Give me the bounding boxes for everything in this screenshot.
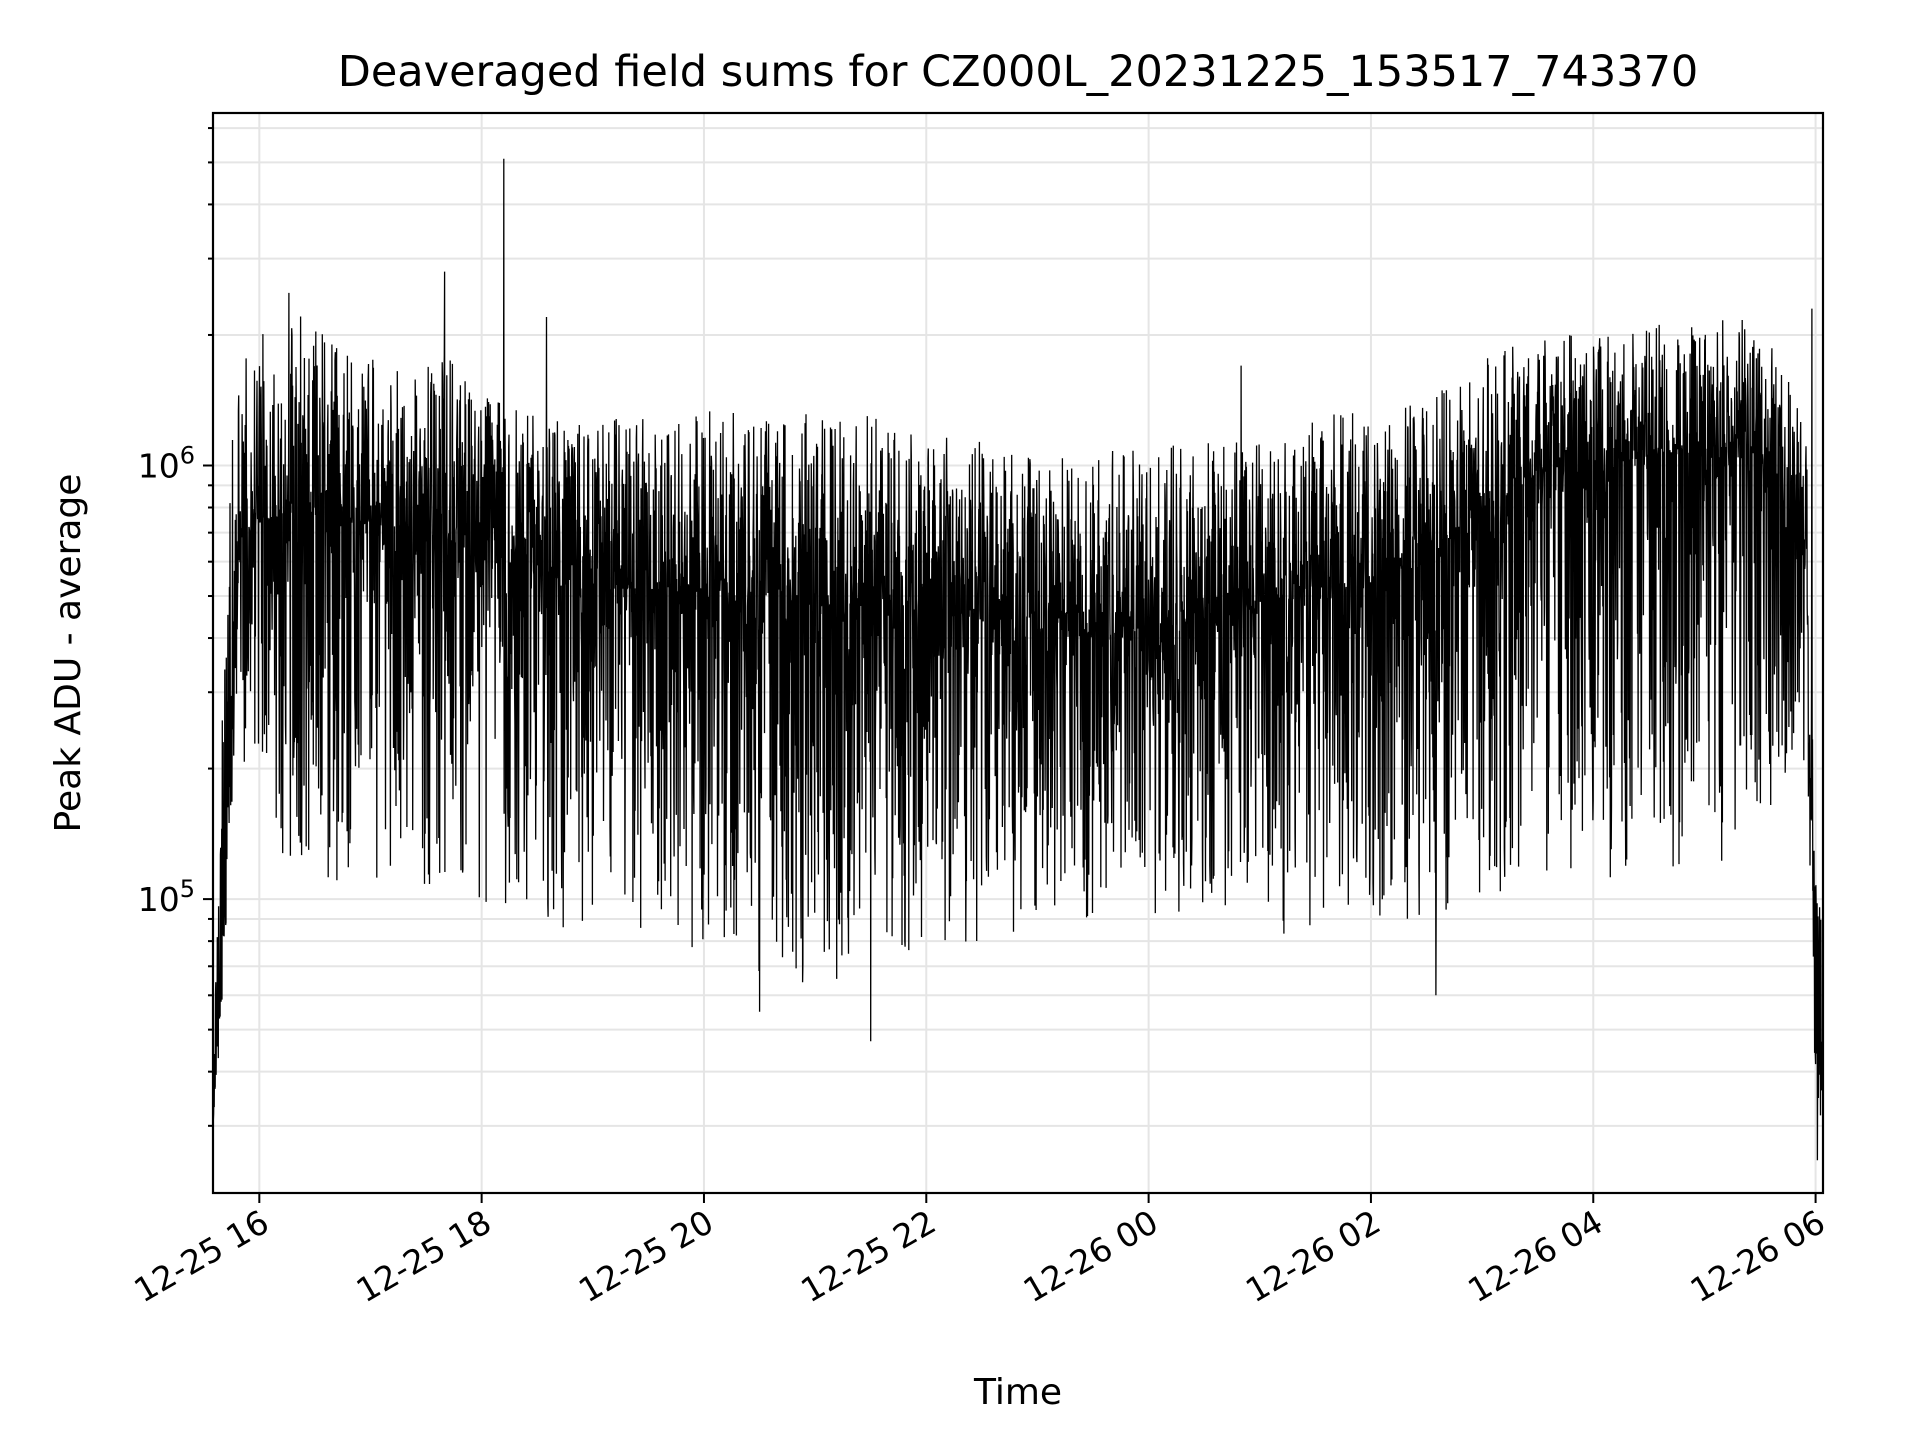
plot-frame [211, 111, 1825, 1195]
series-line [212, 158, 1824, 1161]
series-layer [212, 158, 1824, 1161]
y-tick-label: 105 [138, 875, 195, 919]
y-tick-label: 106 [138, 441, 195, 485]
y-axis-label: Peak ADU - average [48, 474, 89, 833]
chart-title: Deaveraged field sums for CZ000L_2023122… [338, 47, 1699, 97]
x-axis-label: Time [973, 1372, 1062, 1413]
